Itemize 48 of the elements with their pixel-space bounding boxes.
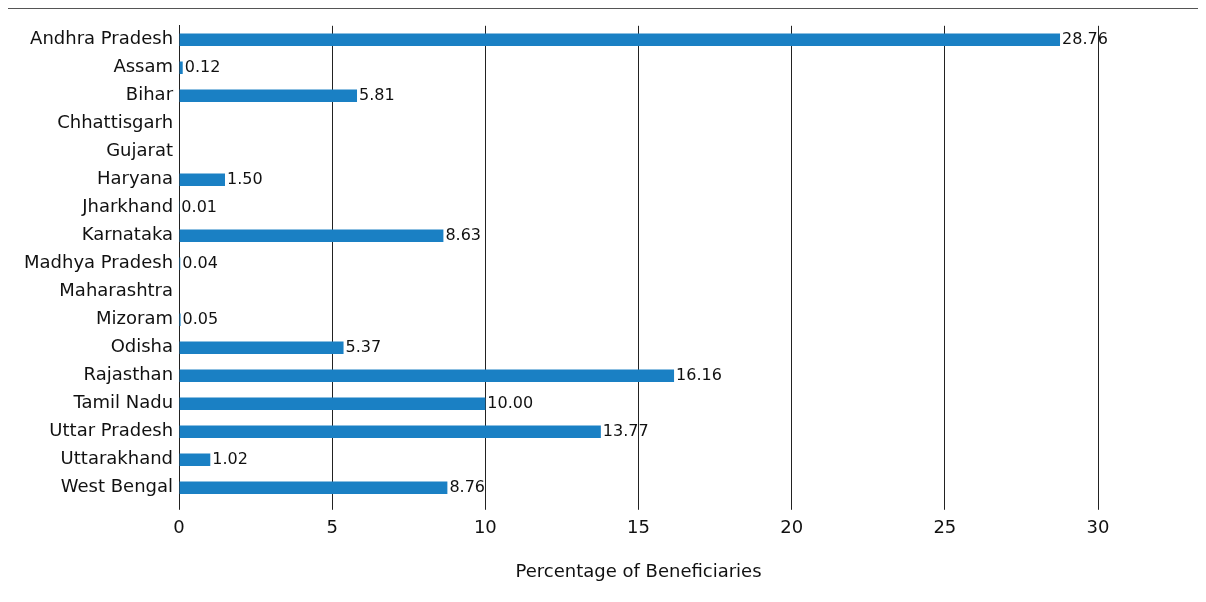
- y-tick-label: Jharkhand: [81, 195, 174, 217]
- bar: [179, 341, 344, 355]
- x-tick-label: 5: [326, 516, 338, 538]
- bar: [179, 229, 444, 243]
- data-label: 1.02: [212, 448, 248, 468]
- bar: [179, 33, 1061, 47]
- y-tick-label: Uttar Pradesh: [49, 419, 174, 441]
- x-tick-label: 0: [173, 516, 185, 538]
- data-label: 1.50: [227, 168, 263, 188]
- y-tick-label: Andhra Pradesh: [30, 27, 174, 49]
- x-axis-title: Percentage of Beneficiaries: [515, 559, 762, 581]
- x-tick-label: 20: [780, 516, 804, 538]
- data-label: 5.37: [345, 336, 382, 356]
- x-tick-label: 10: [473, 516, 497, 538]
- y-tick-label: Rajasthan: [83, 363, 174, 385]
- y-tick-label: Odisha: [110, 335, 174, 357]
- data-label: 0.12: [184, 56, 221, 76]
- y-tick-label: Maharashtra: [59, 279, 174, 301]
- bar: [179, 369, 675, 383]
- y-tick-label: Haryana: [96, 167, 174, 189]
- y-tick-label: Assam: [113, 55, 174, 77]
- bar: [179, 481, 448, 495]
- bar: [179, 173, 225, 187]
- y-tick-label: Madhya Pradesh: [23, 251, 174, 273]
- data-label: 5.81: [359, 84, 395, 104]
- data-label: 8.63: [445, 224, 482, 244]
- y-tick-label: Tamil Nadu: [72, 391, 174, 413]
- data-label: 0.04: [182, 252, 218, 272]
- data-label: 16.16: [676, 364, 722, 384]
- bar: [179, 397, 486, 411]
- y-tick-label: Uttarakhand: [60, 447, 174, 469]
- y-tick-label: Mizoram: [96, 307, 174, 329]
- y-tick-label: Karnataka: [81, 223, 174, 245]
- y-tick-label: Chhattisgarh: [57, 111, 174, 133]
- bar: [179, 89, 358, 103]
- bar: [179, 453, 211, 467]
- x-tick-label: 15: [627, 516, 650, 538]
- bar: [179, 425, 601, 439]
- y-tick-label: Bihar: [125, 83, 174, 105]
- x-tick-label: 30: [1086, 516, 1110, 538]
- data-label: 0.05: [182, 308, 219, 328]
- y-tick-label: West Bengal: [60, 475, 174, 497]
- data-label: 8.76: [449, 476, 486, 496]
- data-label: 0.01: [181, 196, 217, 216]
- bar: [179, 61, 183, 75]
- x-tick-label: 25: [933, 516, 957, 538]
- y-tick-label: Gujarat: [106, 139, 174, 161]
- data-label: 10.00: [487, 392, 534, 412]
